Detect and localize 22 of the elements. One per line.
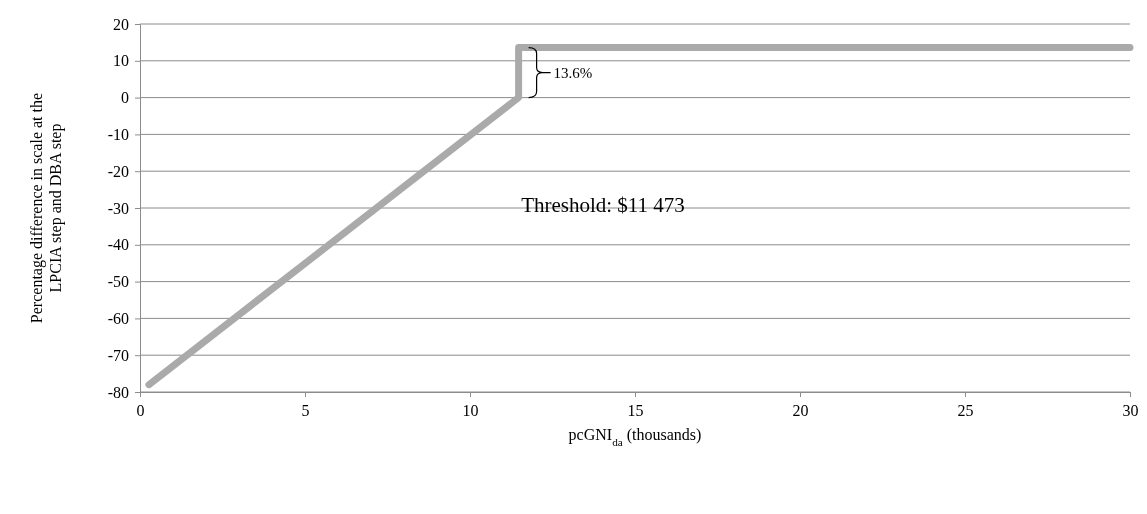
y-tick-label: -20 <box>107 162 129 180</box>
x-tick-label: 25 <box>957 402 974 420</box>
y-tick-label: 0 <box>121 89 129 107</box>
x-tick-label: 30 <box>1122 402 1139 420</box>
y-axis-title: Percentage difference in scale at the LPCIA step and DBA step <box>28 92 65 324</box>
y-tick-label: -80 <box>107 383 129 401</box>
y-tick-label: -30 <box>107 199 129 217</box>
annotation: Threshold: $11 473 <box>521 192 685 217</box>
y-tick-label: -10 <box>107 126 129 144</box>
x-axis-title: pcGNI$_{da}$ (thousands) <box>568 426 702 448</box>
y-tick-label: 10 <box>113 52 129 70</box>
x-tick-label: 0 <box>136 402 145 420</box>
y-tick-label: -50 <box>107 273 129 291</box>
y-tick-label: -70 <box>107 346 129 364</box>
x-tick-label: 20 <box>792 402 809 420</box>
y-tick-label: -60 <box>107 310 129 328</box>
y-tick-label: -40 <box>107 236 129 254</box>
x-tick-label: 5 <box>301 402 310 420</box>
x-tick-label: 15 <box>627 402 644 420</box>
y-tick-label: 20 <box>113 15 129 33</box>
x-tick-label: 10 <box>462 402 479 420</box>
annotation: 13.6% <box>553 64 593 81</box>
